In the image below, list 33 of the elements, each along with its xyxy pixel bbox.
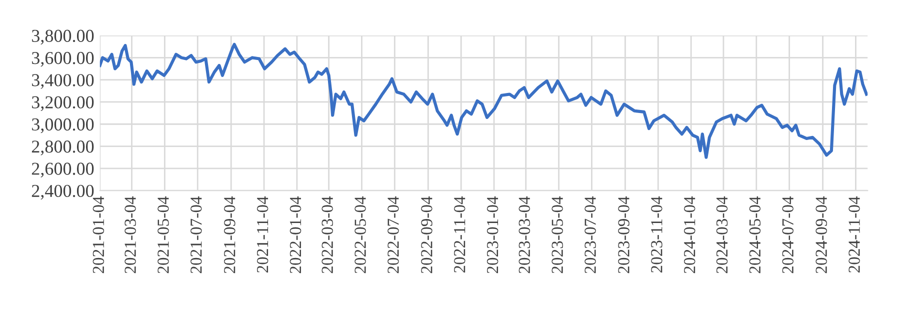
x-tick-label: 2023-11-04 [651, 196, 662, 273]
y-tick-label: 2,800.00 [32, 140, 94, 156]
x-tick-label: 2023-07-04 [584, 196, 596, 274]
x-tick-label: 2024-11-04 [848, 196, 860, 273]
x-tick-label: 2022-07-04 [388, 196, 399, 274]
x-tick-label: 2021-01-04 [92, 196, 104, 274]
x-tick-label: 2024-03-04 [716, 196, 728, 274]
x-tick-label: 2021-05-04 [158, 196, 169, 274]
x-tick-label: 2023-05-04 [552, 196, 563, 274]
x-tick-label: 2022-03-04 [322, 196, 333, 274]
x-tick-label: 2021-07-04 [190, 196, 202, 274]
x-tick-label: 2021-11-04 [256, 196, 268, 273]
x-tick-label: 2022-05-04 [354, 196, 366, 274]
x-tick-label: 2023-09-04 [618, 196, 630, 274]
x-tick-label: 2022-11-04 [454, 196, 466, 273]
y-tick-label: 2,600.00 [32, 162, 94, 178]
x-tick-label: 2021-03-04 [124, 196, 136, 274]
x-tick-label: 2023-01-04 [486, 196, 498, 274]
y-tick-label: 3,400.00 [32, 74, 94, 89]
y-tick-label: 3,800.00 [32, 30, 94, 45]
y-tick-label: 3,600.00 [32, 52, 94, 67]
x-tick-label: 2023-03-04 [518, 196, 530, 274]
x-tick-label: 2024-09-04 [816, 196, 827, 274]
line-series [100, 42, 868, 159]
x-tick-label: 2024-07-04 [782, 196, 794, 274]
y-tick-label: 3,000.00 [32, 118, 94, 134]
x-tick-label: 2022-01-04 [290, 196, 302, 274]
x-tick-label: 2022-09-04 [421, 196, 432, 274]
x-tick-label: 2021-09-04 [224, 196, 236, 274]
y-tick-label: 2,400.00 [32, 184, 94, 200]
x-tick-label: 2024-05-04 [749, 196, 761, 274]
y-tick-label: 3,200.00 [32, 96, 94, 112]
x-tick-label: 2024-01-04 [684, 196, 696, 274]
